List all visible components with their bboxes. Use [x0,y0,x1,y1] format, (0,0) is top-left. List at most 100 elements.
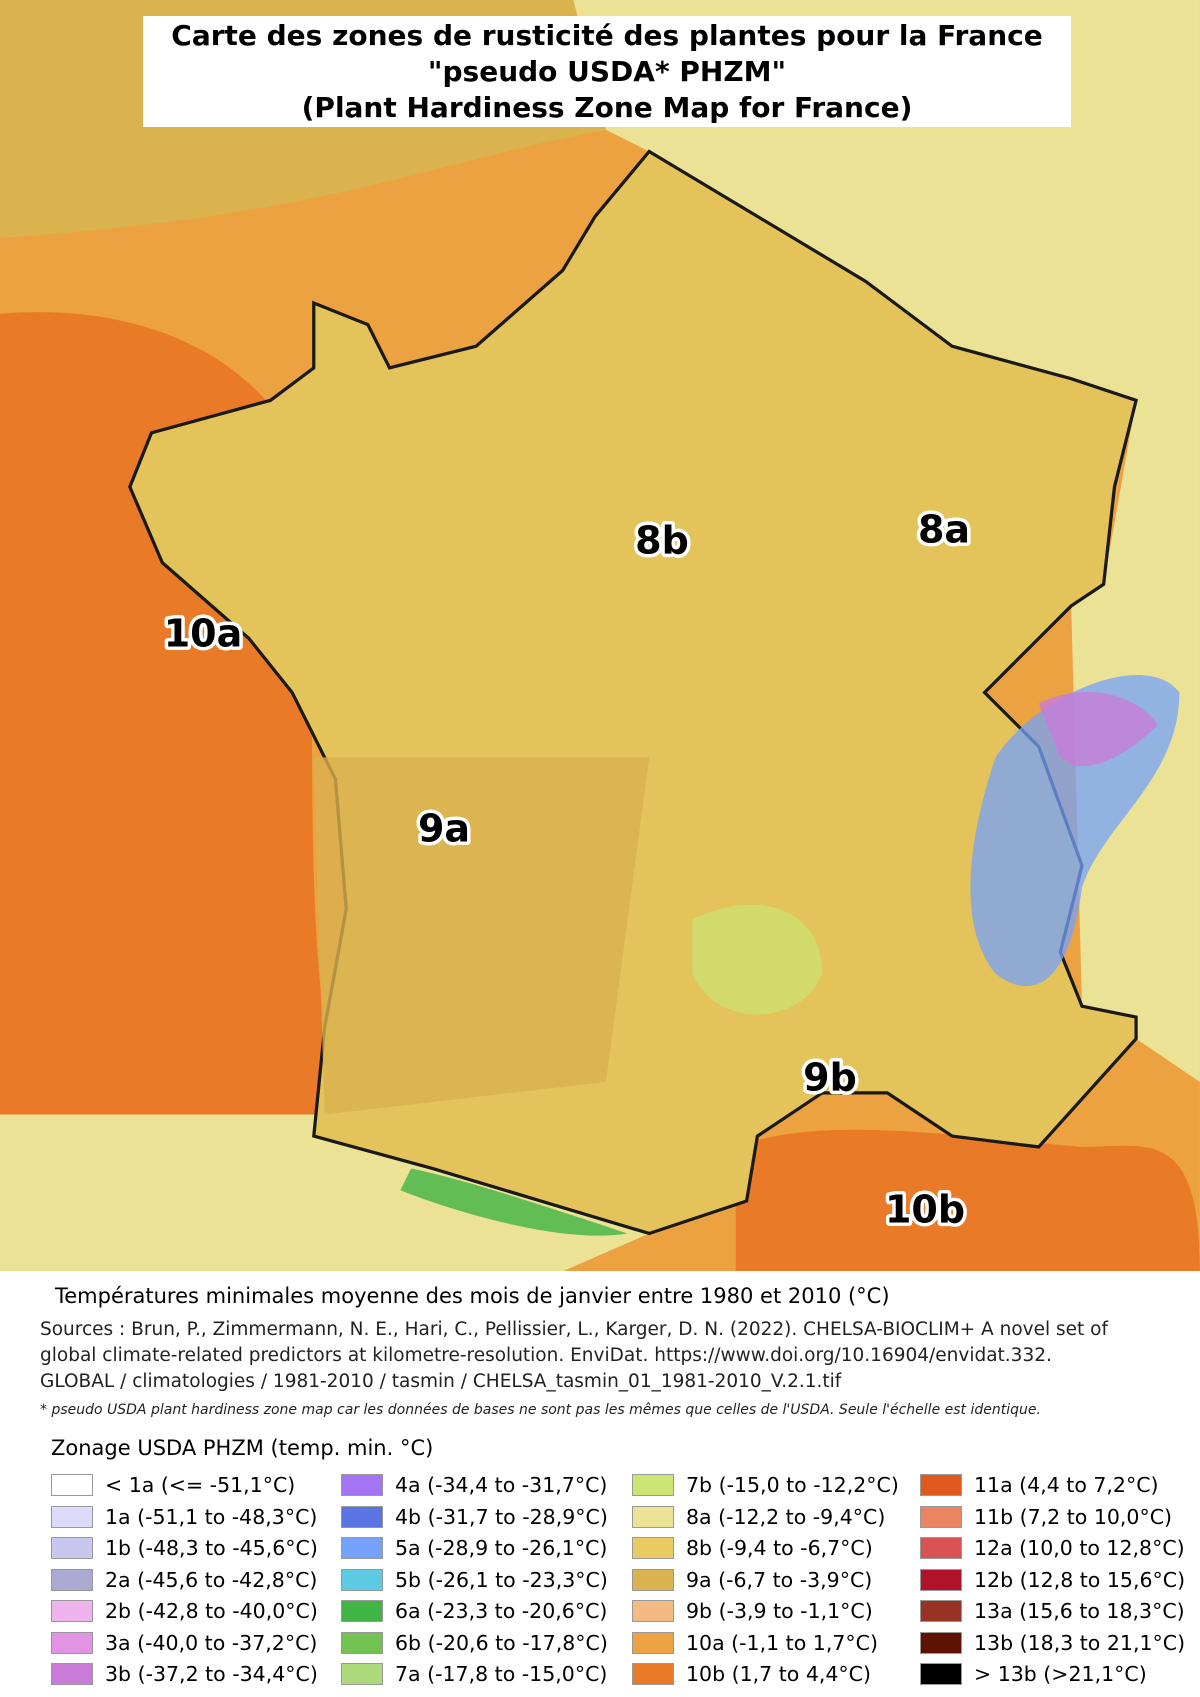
footnote: * pseudo USDA plant hardiness zone map c… [40,1402,1041,1418]
legend-label: 6b (-20,6 to -17,8°C) [395,1630,608,1655]
title-line: "pseudo USDA* PHZM" [427,55,787,88]
legend-swatch [51,1537,93,1559]
legend-item: 10a (-1,1 to 1,7°C) [632,1630,878,1656]
legend-label: 8b (-9,4 to -6,7°C) [686,1536,873,1560]
zone-label: 8b [635,519,689,563]
legend-item: 4a (-34,4 to -31,7°C) [341,1472,607,1498]
legend-item: 11b (7,2 to 10,0°C) [920,1504,1172,1530]
legend-swatch [51,1505,93,1528]
legend-swatch [51,1631,93,1654]
legend-label: 11b (7,2 to 10,0°C) [974,1504,1173,1529]
legend-item: 10b (1,7 to 4,4°C) [632,1661,871,1687]
legend-item: 2a (-45,6 to -42,8°C) [51,1567,317,1593]
legend-swatch [51,1568,93,1591]
caption: Températures minimales moyenne des mois … [55,1284,890,1308]
legend-label: 5a (-28,9 to -26,1°C) [395,1536,608,1560]
source-line: GLOBAL / climatologies / 1981-2010 / tas… [40,1371,842,1392]
legend-item: 5b (-26,1 to -23,3°C) [341,1567,608,1593]
title-box: Carte des zones de rusticité des plantes… [143,16,1071,127]
zone-label: 8a [918,508,970,552]
map: 8b 8a 10a 9a 9b 10b [0,0,1200,1271]
legend-item: 1a (-51,1 to -48,3°C) [51,1504,317,1530]
legend-item: 2b (-42,8 to -40,0°C) [51,1598,318,1624]
legend-label: 12b (12,8 to 15,6°C) [974,1567,1186,1592]
legend-swatch [341,1631,383,1654]
zone-label: 10b [885,1188,965,1232]
map-layers [0,0,1200,1271]
legend-swatch [341,1474,383,1496]
legend-swatch [920,1600,962,1622]
legend-swatch [920,1537,962,1559]
zone-label: 9a [418,807,470,851]
legend-swatch [51,1474,93,1496]
legend-item: 3b (-37,2 to -34,4°C) [51,1661,318,1687]
legend-swatch [341,1537,383,1559]
legend-label: 2a (-45,6 to -42,8°C) [105,1567,318,1592]
zone-labels: 8b 8a 10a 9a 9b 10b [160,504,973,1235]
title-line: Carte des zones de rusticité des plantes… [171,19,1043,52]
legend-label: 10b (1,7 to 4,4°C) [686,1662,871,1686]
legend-label: 13a (15,6 to 18,3°C) [974,1599,1185,1623]
legend-label: 12a (10,0 to 12,8°C) [974,1536,1185,1560]
legend-label: > 13b (>21,1°C) [974,1662,1147,1686]
pyrenees [400,1168,628,1236]
legend-label: 8a (-12,2 to -9,4°C) [686,1504,886,1529]
high-alps [1038,692,1158,767]
legend-label: 1a (-51,1 to -48,3°C) [105,1504,318,1529]
legend-item: 8b (-9,4 to -6,7°C) [632,1535,873,1561]
legend-swatch [341,1505,383,1528]
legend-swatch [920,1663,962,1685]
legend-title: Zonage USDA PHZM (temp. min. °C) [51,1436,434,1460]
legend-label: 6a (-23,3 to -20,6°C) [395,1599,608,1623]
legend-item: 5a (-28,9 to -26,1°C) [341,1535,607,1561]
legend-swatch [632,1600,674,1622]
legend-label: 9b (-3,9 to -1,1°C) [686,1599,873,1623]
legend-item: 9b (-3,9 to -1,1°C) [632,1598,873,1624]
legend-item: 6b (-20,6 to -17,8°C) [341,1630,608,1656]
legend-label: 7b (-15,0 to -12,2°C) [686,1473,899,1497]
legend-swatch [341,1568,383,1591]
legend-label: 5b (-26,1 to -23,3°C) [395,1567,608,1592]
legend-label: 7a (-17,8 to -15,0°C) [395,1662,608,1686]
legend-item: 9a (-6,7 to -3,9°C) [632,1567,872,1593]
legend-item: 7b (-15,0 to -12,2°C) [632,1472,899,1498]
northeast-land [0,0,1200,1082]
legend-label: 1b (-48,3 to -45,6°C) [105,1536,318,1560]
legend-swatch [632,1631,674,1654]
legend-label: 2b (-42,8 to -40,0°C) [105,1599,318,1623]
source-line: Sources : Brun, P., Zimmermann, N. E., H… [40,1319,1108,1340]
spain [0,1114,650,1271]
legend-swatch [920,1505,962,1528]
legend-item: 11a (4,4 to 7,2°C) [920,1472,1159,1498]
zone-label: 9b [803,1056,857,1100]
legend-label: 3b (-37,2 to -34,4°C) [105,1662,318,1686]
sources: Sources : Brun, P., Zimmermann, N. E., H… [40,1317,1108,1395]
legend-item: 13b (18,3 to 21,1°C) [920,1630,1185,1656]
legend-label: < 1a (<= -51,1°C) [105,1473,296,1497]
legend-swatch [632,1568,674,1591]
legend-swatch [920,1474,962,1496]
legend-swatch [920,1631,962,1654]
legend-item: 6a (-23,3 to -20,6°C) [341,1598,607,1624]
legend-item: 4b (-31,7 to -28,9°C) [341,1504,608,1530]
legend-item: < 1a (<= -51,1°C) [51,1472,295,1498]
legend-label: 4b (-31,7 to -28,9°C) [395,1504,608,1529]
legend-item: 12a (10,0 to 12,8°C) [920,1535,1185,1561]
legend-item: 1b (-48,3 to -45,6°C) [51,1535,318,1561]
legend-swatch [51,1663,93,1685]
legend-item: 13a (15,6 to 18,3°C) [920,1598,1185,1624]
legend-label: 10a (-1,1 to 1,7°C) [686,1630,878,1655]
legend-label: 3a (-40,0 to -37,2°C) [105,1630,318,1655]
legend-swatch [632,1537,674,1559]
legend-swatch [632,1474,674,1496]
legend-label: 9a (-6,7 to -3,9°C) [686,1567,873,1592]
legend-swatch [51,1600,93,1622]
mediterranean [735,1129,1200,1271]
source-line: global climate-related predictors at kil… [40,1345,1052,1366]
legend-item: 8a (-12,2 to -9,4°C) [632,1504,885,1530]
title-line: (Plant Hardiness Zone Map for France) [301,91,913,124]
legend-label: 11a (4,4 to 7,2°C) [974,1473,1159,1497]
legend-label: 13b (18,3 to 21,1°C) [974,1630,1186,1655]
legend-swatch [632,1663,674,1685]
